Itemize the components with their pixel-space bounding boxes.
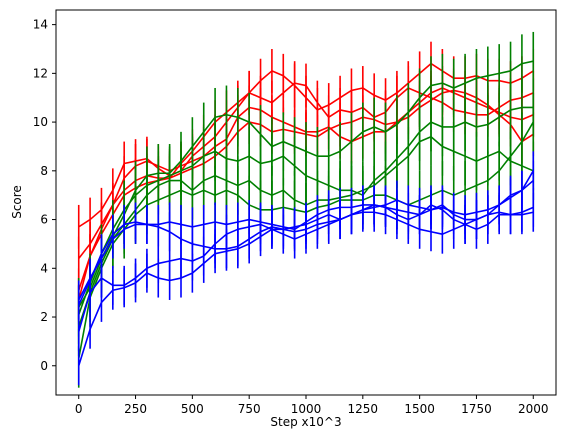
x-axis-label: Step x10^3 [270, 415, 341, 429]
x-tick-label: 750 [238, 402, 261, 416]
x-ticks: 0 250 500 750 1000 1250 1500 1750 2000 [75, 395, 549, 416]
series-11 [77, 185, 535, 386]
y-tick-label: 6 [40, 213, 48, 227]
y-tick-label: 8 [40, 164, 48, 178]
x-tick-label: 500 [181, 402, 204, 416]
y-tick-label: 4 [40, 261, 48, 275]
series-line [78, 82, 534, 260]
x-tick-label: 250 [124, 402, 147, 416]
series-layer [77, 31, 535, 388]
y-axis-label: Score [10, 185, 24, 219]
x-tick-label: 0 [75, 402, 83, 416]
y-tick-label: 0 [40, 359, 48, 373]
x-tick-label: 1500 [404, 402, 435, 416]
y-tick-label: 10 [33, 115, 48, 129]
x-tick-label: 1250 [348, 402, 379, 416]
series-line [77, 204, 534, 366]
x-tick-label: 1750 [461, 402, 492, 416]
y-tick-label: 14 [33, 18, 48, 32]
x-tick-label: 1000 [291, 402, 322, 416]
y-tick-label: 2 [40, 310, 48, 324]
y-ticks: 0 2 4 6 8 10 12 14 [33, 18, 56, 373]
y-tick-label: 12 [33, 66, 48, 80]
x-tick-label: 2000 [518, 402, 549, 416]
